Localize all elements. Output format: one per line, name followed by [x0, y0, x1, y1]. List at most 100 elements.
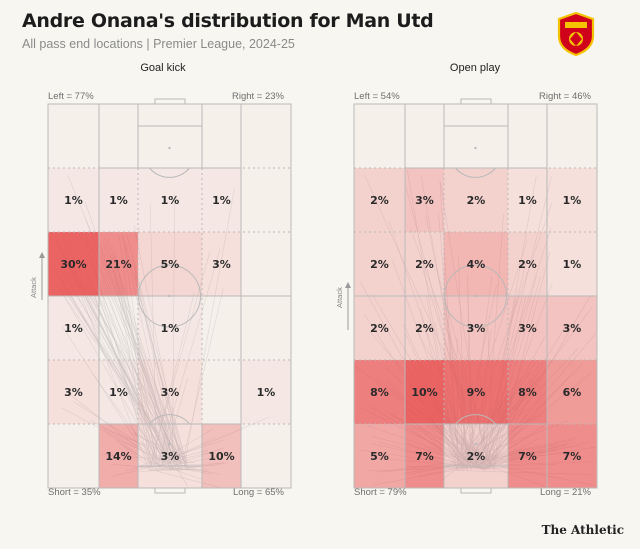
heatmap-cell: [354, 232, 405, 296]
top-right-label: Right = 23%: [232, 91, 285, 102]
heatmap-cell: [202, 296, 241, 360]
heatmap-cell: [99, 104, 138, 168]
pass-arrow: [58, 287, 160, 462]
cell-value-label: 2%: [415, 322, 434, 335]
cell-value-label: 1%: [109, 194, 128, 207]
cell-value-label: 21%: [105, 258, 131, 271]
heatmap-cell: [202, 104, 241, 168]
heatmap-cell: [354, 360, 405, 424]
heatmap-cell: [508, 296, 547, 360]
heatmap-cell: [48, 296, 99, 360]
cell-value-label: 1%: [563, 194, 582, 207]
pass-arrow: [68, 267, 165, 458]
pass-arrow: [473, 227, 552, 469]
heatmap-cell: [99, 360, 138, 424]
heatmap-cell: [241, 104, 291, 168]
heatmap-cell: [48, 232, 99, 296]
attack-indicator: Attack: [29, 252, 45, 300]
heatmap-cell: [354, 296, 405, 360]
heatmap-cell: [547, 296, 597, 360]
pass-arrow: [161, 419, 167, 465]
cell-value-label: 4%: [467, 258, 486, 271]
cell-value-label: 5%: [370, 450, 389, 463]
heatmap-cell: [354, 424, 405, 488]
attack-label: Attack: [29, 277, 38, 298]
heatmap-cell: [138, 360, 202, 424]
center-spot: [474, 294, 477, 298]
cell-value-label: 2%: [370, 258, 389, 271]
pass-arrow: [103, 429, 151, 469]
center-circle: [444, 264, 507, 328]
heatmap-cell: [444, 104, 508, 168]
heatmap-cell: [444, 360, 508, 424]
heatmap-cell: [547, 168, 597, 232]
heatmap-cell: [48, 168, 99, 232]
bottom-right-label: Long = 65%: [233, 487, 285, 498]
goal: [460, 487, 492, 494]
bottom-right-label: Long = 21%: [540, 487, 592, 498]
center-spot: [168, 294, 171, 298]
heatmap-cell: [99, 232, 138, 296]
goal: [154, 487, 186, 494]
cell-value-label: 7%: [415, 450, 434, 463]
cell-value-label: 30%: [60, 258, 86, 271]
pass-arrow: [133, 225, 183, 469]
bottom-left-label: Short = 79%: [354, 487, 407, 498]
brand-logo: The Athletic: [541, 523, 624, 537]
page-title: Andre Onana's distribution for Man Utd: [22, 10, 434, 32]
top-right-label: Right = 46%: [539, 91, 592, 102]
pass-arrow: [182, 288, 224, 462]
club-crest-icon: [557, 12, 595, 56]
heatmap-cell: [138, 104, 202, 168]
heatmap-cell: [547, 424, 597, 488]
heatmap-cell: [241, 296, 291, 360]
heatmap-cell: [241, 168, 291, 232]
heatmap-cell: [354, 104, 405, 168]
heatmap-cell: [405, 424, 444, 488]
cell-value-label: 1%: [64, 322, 83, 335]
heatmap-cell: [138, 168, 202, 232]
cell-value-label: 3%: [212, 258, 231, 271]
penalty-arc: [455, 167, 496, 178]
goal: [154, 98, 186, 105]
pitch-lines: [353, 98, 598, 494]
heatmap-cell: [405, 296, 444, 360]
heatmap-cell: [48, 424, 99, 488]
pass-arrow: [114, 278, 175, 464]
heatmap-cell: [405, 232, 444, 296]
heatmap-cell: [202, 424, 241, 488]
cell-value-label: 3%: [518, 322, 537, 335]
heatmap-cell: [241, 232, 291, 296]
pass-arrow: [165, 464, 221, 470]
heatmap-cell: [48, 104, 99, 168]
heatmap-cell: [547, 360, 597, 424]
top-left-label: Left = 54%: [354, 91, 400, 102]
cell-value-label: 3%: [467, 322, 486, 335]
cell-value-label: 3%: [563, 322, 582, 335]
cell-value-label: 9%: [467, 386, 486, 399]
cell-labels: 1% 1% 1% 1% 30% 21% 5% 3% 1% 1% 3% 1% 3% 1% 14% 3% 10%: [60, 194, 275, 463]
page-subtitle: All pass end locations | Premier League,…: [22, 37, 295, 51]
heatmap-cells: [48, 104, 291, 488]
cell-value-label: 2%: [518, 258, 537, 271]
heatmap-cell: [405, 168, 444, 232]
heatmap-cell: [138, 232, 202, 296]
pass-arrow: [440, 458, 471, 482]
cell-value-label: 6%: [563, 386, 582, 399]
pass-arrow: [131, 256, 180, 459]
cell-value-label: 3%: [161, 450, 180, 463]
penalty-spot: [168, 146, 171, 150]
heatmap-cell: [138, 424, 202, 488]
heatmap-cell: [99, 296, 138, 360]
heatmap-cell: [444, 168, 508, 232]
pass-arrow: [174, 456, 219, 466]
cell-value-label: 2%: [370, 194, 389, 207]
cell-value-label: 2%: [415, 258, 434, 271]
center-circle: [138, 264, 201, 328]
cell-value-label: 3%: [161, 386, 180, 399]
pass-arrow: [92, 373, 161, 468]
pass-arrow: [110, 463, 175, 471]
heatmap-cell: [138, 296, 202, 360]
cell-value-label: 1%: [563, 258, 582, 271]
penalty-spot: [474, 146, 477, 150]
